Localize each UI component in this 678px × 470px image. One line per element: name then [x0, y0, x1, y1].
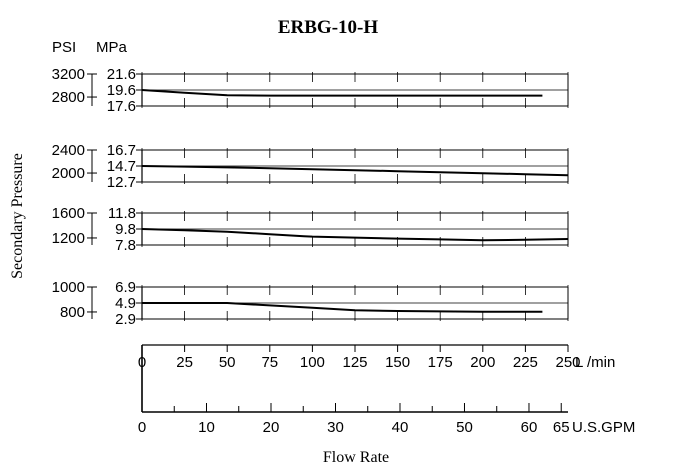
- psi-tick-label: 1200: [52, 230, 85, 247]
- lmin-tick-label: 250: [555, 354, 580, 371]
- x-unit-lmin: L /min: [575, 354, 615, 371]
- lmin-tick-label: 50: [219, 354, 236, 371]
- gpm-tick-label: 65: [553, 419, 570, 436]
- mpa-tick-label: 11.8: [108, 205, 136, 222]
- panel-4: 6.94.92.9 1000 800: [52, 279, 569, 328]
- gpm-tick-label: 40: [392, 419, 409, 436]
- mpa-tick-label: 6.9: [115, 279, 136, 296]
- psi-tick-label: 2000: [52, 165, 85, 182]
- panel-1: 21.619.617.6 3200 2800: [52, 66, 569, 115]
- lmin-tick-label: 0: [138, 354, 146, 371]
- mpa-tick-label: 9.8: [115, 221, 136, 238]
- gpm-tick-label: 0: [138, 419, 146, 436]
- mpa-tick-label: 16.7: [107, 142, 136, 159]
- pressure-curve: [141, 89, 543, 97]
- psi-tick-label: 2800: [52, 89, 85, 106]
- gpm-tick-label: 20: [263, 419, 280, 436]
- psi-tick-label: 2400: [52, 142, 85, 159]
- lmin-tick-label: 200: [470, 354, 495, 371]
- y-axis-label: Secondary Pressure: [9, 153, 26, 279]
- mpa-tick-label: 17.6: [107, 98, 136, 115]
- psi-tick-label: 1600: [52, 205, 85, 222]
- mpa-tick-label: 14.7: [107, 158, 136, 175]
- pressure-curve: [141, 165, 569, 177]
- lmin-tick-label: 225: [513, 354, 538, 371]
- gpm-tick-label: 50: [456, 419, 473, 436]
- mpa-tick-label: 12.7: [107, 174, 136, 191]
- panel-3: 11.89.87.8 1600 1200: [52, 205, 569, 254]
- psi-tick-label: 3200: [52, 66, 85, 83]
- mpa-unit-label: MPa: [96, 39, 128, 56]
- chart-title: ERBG-10-H: [278, 17, 379, 38]
- mpa-tick-label: 19.6: [107, 82, 136, 99]
- lmin-tick-label: 100: [300, 354, 325, 371]
- lmin-tick-label: 125: [342, 354, 367, 371]
- gpm-tick-label: 30: [327, 419, 344, 436]
- mpa-tick-label: 4.9: [115, 295, 136, 312]
- gpm-tick-label: 60: [521, 419, 538, 436]
- pressure-curve: [141, 228, 569, 242]
- lmin-tick-label: 150: [385, 354, 410, 371]
- lmin-tick-label: 175: [428, 354, 453, 371]
- psi-tick-label: 800: [60, 304, 85, 321]
- mpa-tick-label: 7.8: [115, 237, 136, 254]
- panel-2: 16.714.712.7 2400 2000: [52, 142, 569, 191]
- gpm-tick-label: 10: [198, 419, 215, 436]
- x-axis-label: Flow Rate: [323, 449, 389, 466]
- psi-unit-label: PSI: [52, 39, 76, 56]
- mpa-tick-label: 21.6: [107, 66, 136, 83]
- lmin-tick-label: 75: [261, 354, 278, 371]
- mpa-tick-label: 2.9: [115, 311, 136, 328]
- pressure-curve: [142, 302, 543, 313]
- lmin-tick-label: 25: [176, 354, 193, 371]
- pressure-panels: 21.619.617.6 3200 2800 16.714.712.7 2400 2000…: [52, 66, 569, 328]
- psi-tick-label: 1000: [52, 279, 85, 296]
- x-unit-gpm: U.S.GPM: [572, 419, 635, 436]
- flow-axes: 0 25 50 75 100 125 150 175 200 225 250 0 10 20 30 40 50 6…: [138, 344, 581, 436]
